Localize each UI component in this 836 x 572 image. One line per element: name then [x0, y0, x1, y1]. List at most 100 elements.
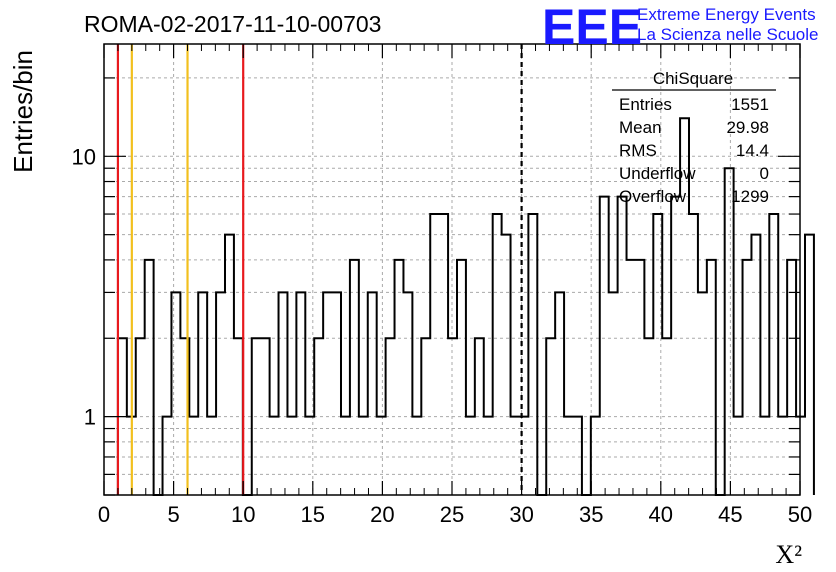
y-tick-label: 10: [72, 144, 96, 169]
histogram-bin: [511, 417, 520, 495]
histogram-bin: [591, 417, 600, 495]
histogram-bin: [466, 417, 475, 495]
histogram-bin: [323, 292, 332, 495]
histogram-bin: [609, 292, 618, 495]
histogram-bin: [707, 260, 716, 495]
histogram-bin: [743, 260, 752, 495]
y-axis-title: Entries/bin: [8, 50, 38, 173]
stats-value: 0: [760, 164, 769, 183]
eee-subtitle-2: La Scienza nelle Scuole: [637, 25, 818, 44]
stats-value: 1551: [731, 95, 769, 114]
histogram-bin: [564, 417, 573, 495]
histogram-bin: [493, 214, 502, 495]
histogram-bin: [359, 417, 368, 495]
histogram-bin: [546, 338, 555, 495]
histogram-bin: [662, 338, 671, 495]
histogram-bin: [760, 417, 769, 495]
histogram-bin: [198, 292, 207, 495]
histogram-bin: [439, 214, 448, 495]
eee-subtitle-1: Extreme Energy Events: [637, 5, 816, 24]
histogram-bin: [234, 338, 243, 495]
histogram-bin: [751, 235, 760, 495]
histogram-bin: [296, 292, 305, 495]
histogram-bin: [430, 214, 439, 495]
histogram-bin: [805, 235, 814, 495]
stats-value: 14.4: [736, 141, 769, 160]
histogram-bin: [314, 338, 323, 495]
reference-lines: [116, 44, 523, 495]
histogram-bin: [734, 417, 743, 495]
histogram-bin: [386, 338, 395, 495]
histogram-bin: [171, 292, 180, 495]
histogram-bin: [368, 292, 377, 495]
histogram-bin: [412, 417, 421, 495]
histogram-bin: [189, 417, 198, 495]
histogram-bin: [421, 338, 430, 495]
stats-box: ChiSquare Entries 1551 Mean 29.98 RMS 14.4 Und…: [612, 69, 776, 206]
x-tick-label: 30: [509, 502, 533, 527]
histogram-bin: [484, 417, 493, 495]
histogram-bin: [261, 338, 270, 495]
histogram-bin: [457, 260, 466, 495]
histogram-series: [116, 117, 815, 496]
histogram-bin: [136, 338, 145, 495]
histogram-bin: [787, 260, 796, 495]
histogram-bin: [403, 292, 412, 495]
stats-title: ChiSquare: [653, 69, 733, 88]
x-tick-label: 40: [649, 502, 673, 527]
histogram-bin: [377, 417, 386, 495]
x-axis-title: X²: [775, 540, 802, 569]
histogram-bin: [627, 260, 636, 495]
x-tick-label: 45: [718, 502, 742, 527]
histogram-bin: [698, 292, 707, 495]
x-tick-label: 25: [440, 502, 464, 527]
stats-label: Entries: [619, 95, 672, 114]
x-tick-label: 5: [167, 502, 179, 527]
histogram-bin: [287, 417, 296, 495]
histogram-bin: [618, 197, 627, 495]
histogram-bin: [725, 168, 734, 495]
histogram-bin: [332, 292, 341, 495]
histogram-bin: [528, 214, 537, 495]
histogram-bin: [555, 292, 564, 495]
stats-label: RMS: [619, 141, 657, 160]
x-tick-label: 15: [301, 502, 325, 527]
histogram-bin: [448, 338, 457, 495]
x-tick-label: 50: [788, 502, 812, 527]
histogram-bin: [635, 260, 644, 495]
histogram-bin: [644, 338, 653, 495]
histogram-bin: [653, 214, 662, 495]
histogram-bin: [270, 417, 279, 495]
histogram-bin: [519, 417, 528, 495]
histogram-bin: [769, 214, 778, 495]
histogram-bin: [573, 417, 582, 495]
histogram-bin: [207, 417, 216, 495]
y-tick-label: 1: [84, 405, 96, 430]
x-tick-label: 10: [231, 502, 255, 527]
run-title: ROMA-02-2017-11-10-00703: [84, 11, 381, 37]
stats-label: Overflow: [619, 187, 687, 206]
stats-label: Mean: [619, 118, 662, 137]
histogram-bin: [279, 292, 288, 495]
x-tick-label: 20: [370, 502, 394, 527]
histogram-bin: [600, 197, 609, 495]
histogram-bin: [341, 417, 350, 495]
stats-value: 1299: [731, 187, 769, 206]
x-tick-label: 35: [579, 502, 603, 527]
stats-value: 29.98: [726, 118, 769, 137]
histogram-bin: [395, 260, 404, 495]
histogram-bin: [163, 417, 172, 495]
histogram-bin: [475, 338, 484, 495]
histogram-bin: [350, 260, 359, 495]
histogram-bin: [778, 417, 787, 495]
stats-label: Underflow: [619, 164, 696, 183]
x-tick-label: 0: [98, 502, 110, 527]
histogram-bin: [145, 260, 154, 495]
histogram-bin: [252, 338, 261, 495]
histogram-bin: [671, 197, 680, 495]
eee-logo: EEE: [542, 0, 642, 55]
histogram-bin: [502, 235, 511, 495]
histogram-outline: [116, 117, 815, 496]
histogram-bin: [689, 214, 698, 495]
